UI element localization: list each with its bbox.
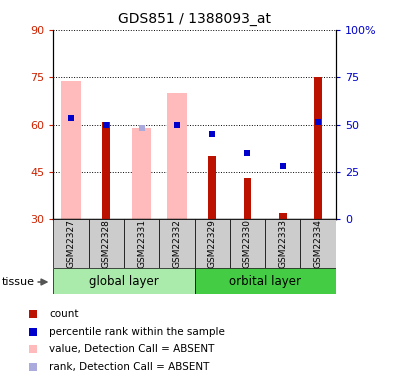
Bar — [124, 219, 159, 268]
Text: GSM22328: GSM22328 — [102, 219, 111, 268]
Bar — [195, 219, 230, 268]
Text: count: count — [49, 309, 79, 319]
Title: GDS851 / 1388093_at: GDS851 / 1388093_at — [118, 12, 271, 26]
Text: GSM22332: GSM22332 — [172, 219, 181, 268]
Bar — [61, 81, 81, 219]
Text: GSM22330: GSM22330 — [243, 219, 252, 268]
Bar — [265, 219, 301, 268]
Text: GSM22329: GSM22329 — [208, 219, 217, 268]
Bar — [208, 156, 216, 219]
Bar — [88, 219, 124, 268]
Text: GSM22333: GSM22333 — [278, 219, 287, 268]
Text: GSM22334: GSM22334 — [314, 219, 323, 268]
Bar — [301, 219, 336, 268]
Text: orbital layer: orbital layer — [229, 275, 301, 288]
Bar — [167, 93, 186, 219]
Bar — [195, 268, 336, 294]
Bar — [279, 213, 287, 219]
Bar — [102, 122, 110, 219]
Bar — [53, 268, 195, 294]
Bar — [314, 77, 322, 219]
Text: rank, Detection Call = ABSENT: rank, Detection Call = ABSENT — [49, 362, 209, 372]
Text: global layer: global layer — [89, 275, 159, 288]
Bar — [159, 219, 194, 268]
Bar — [244, 178, 251, 219]
Bar — [53, 219, 88, 268]
Bar — [132, 128, 151, 219]
Text: value, Detection Call = ABSENT: value, Detection Call = ABSENT — [49, 344, 214, 354]
Text: tissue: tissue — [2, 277, 35, 287]
Text: percentile rank within the sample: percentile rank within the sample — [49, 327, 225, 337]
Bar — [230, 219, 265, 268]
Text: GSM22331: GSM22331 — [137, 219, 146, 268]
Text: GSM22327: GSM22327 — [66, 219, 75, 268]
